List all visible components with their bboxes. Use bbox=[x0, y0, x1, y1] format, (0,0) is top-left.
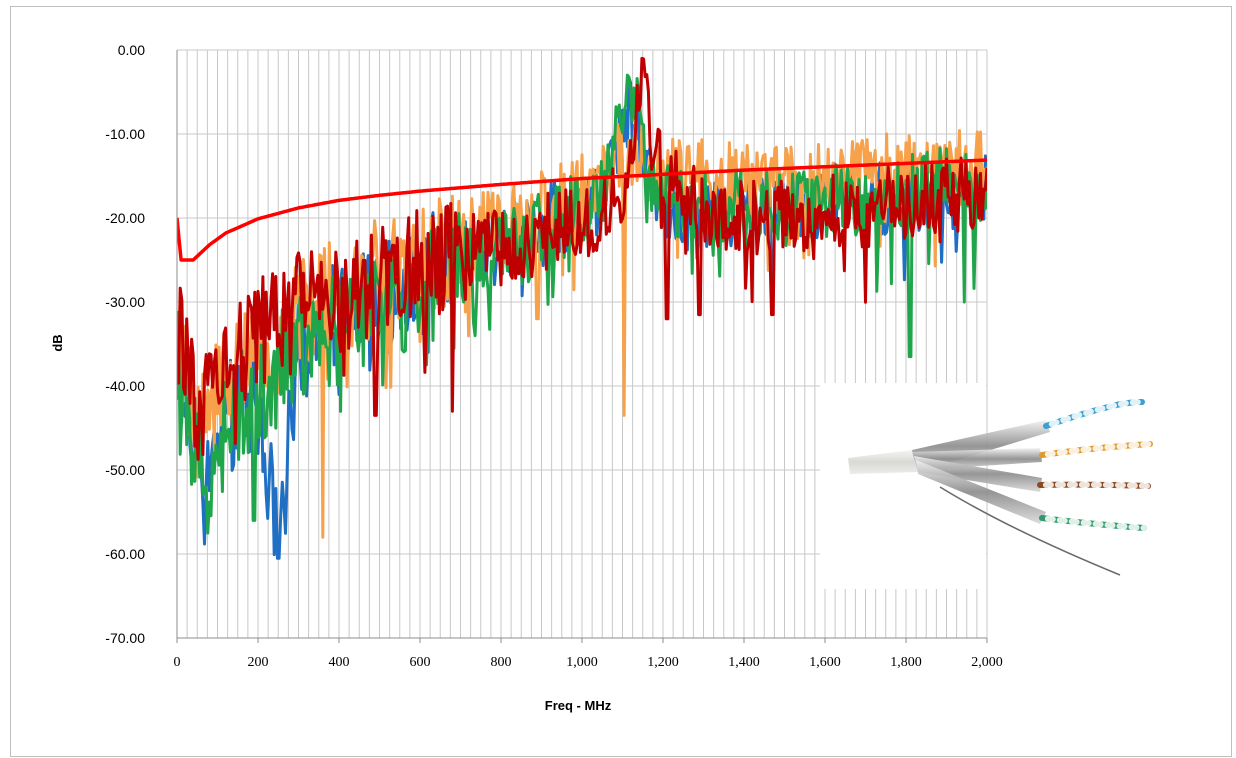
x-tick-label: 400 bbox=[329, 655, 350, 670]
x-tick-label: 1,400 bbox=[728, 655, 760, 670]
plot-area bbox=[177, 56, 987, 560]
y-tick-label: -30.00 bbox=[105, 294, 145, 310]
y-tick-label: -40.00 bbox=[105, 378, 145, 394]
x-tick-label: 200 bbox=[248, 655, 269, 670]
limit-line bbox=[177, 158, 987, 262]
y-tick-label: -20.00 bbox=[105, 210, 145, 226]
x-tick-label: 1,800 bbox=[890, 655, 922, 670]
y-tick-label: 0.00 bbox=[118, 42, 145, 58]
x-tick-label: 1,200 bbox=[647, 655, 679, 670]
y-tick-label: -10.00 bbox=[105, 126, 145, 142]
x-tick-label: 2,000 bbox=[971, 655, 1003, 670]
x-tick-label: 1,000 bbox=[566, 655, 598, 670]
x-tick-label: 1,600 bbox=[809, 655, 841, 670]
x-tick-label: 600 bbox=[410, 655, 431, 670]
axes: 0.00 -10.00 -20.00 -30.00 -40.00 -50.00 -60.00… bbox=[105, 42, 1002, 670]
y-tick-label: -50.00 bbox=[105, 462, 145, 478]
y-axis-title: dB bbox=[50, 334, 65, 351]
x-axis-title: Freq - MHz bbox=[545, 698, 612, 713]
drain-wire bbox=[939, 486, 1121, 576]
y-tick-label: -70.00 bbox=[105, 630, 145, 646]
y-tick-label: -60.00 bbox=[105, 546, 145, 562]
x-tick-label: 0 bbox=[174, 655, 181, 670]
cable-inset-image bbox=[820, 383, 1153, 589]
series-line bbox=[177, 56, 987, 461]
x-tick-label: 800 bbox=[491, 655, 512, 670]
cable-sheath bbox=[848, 450, 918, 474]
